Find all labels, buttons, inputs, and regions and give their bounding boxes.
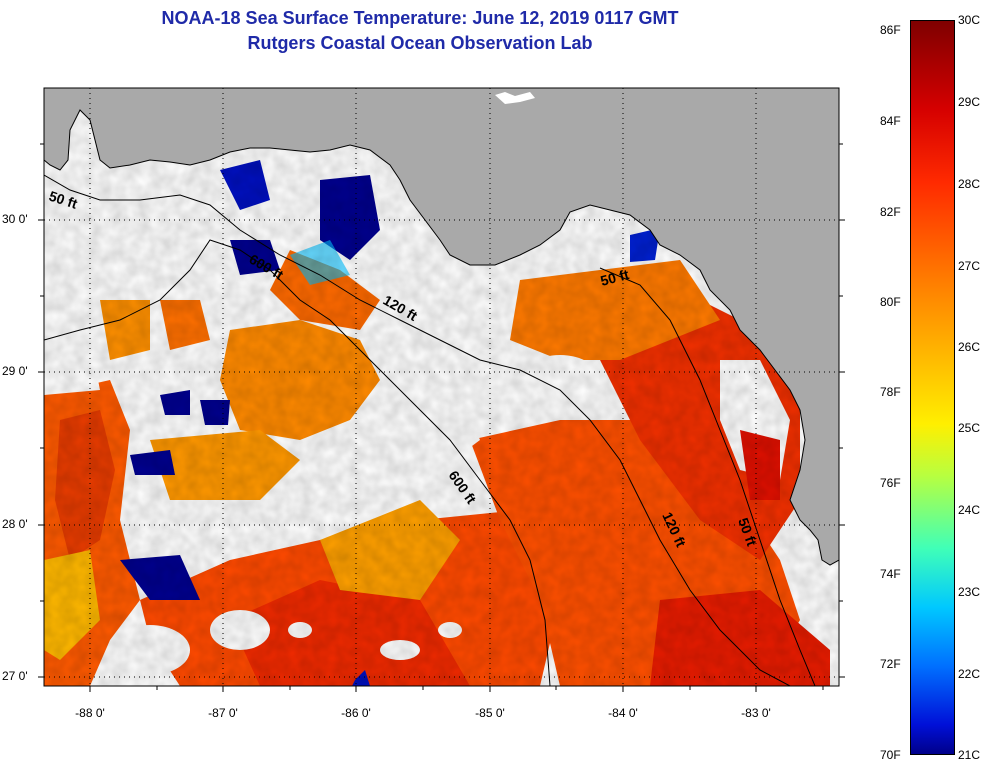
colorbar-c-25: 25C bbox=[958, 421, 981, 435]
plot-frame bbox=[43, 87, 840, 687]
colorbar-f-86: 86F bbox=[880, 23, 901, 37]
colorbar-c-23: 23C bbox=[958, 585, 981, 599]
colorbar-c-22: 22C bbox=[958, 667, 981, 681]
lon-label-87: -87 0' bbox=[208, 706, 238, 720]
lake bbox=[495, 92, 535, 104]
colorbar-f-78: 78F bbox=[880, 385, 901, 399]
colorbar-f-74: 74F bbox=[880, 567, 901, 581]
colorbar-f-76: 76F bbox=[880, 476, 901, 490]
lon-label-85: -85 0' bbox=[475, 706, 505, 720]
colorbar-c-24: 24C bbox=[958, 503, 981, 517]
colorbar-c-28: 28C bbox=[958, 177, 981, 191]
lon-label-83: -83 0' bbox=[741, 706, 771, 720]
colorbar-f-84: 84F bbox=[880, 114, 901, 128]
depth-contours bbox=[44, 174, 816, 686]
lon-label-88: -88 0' bbox=[75, 706, 105, 720]
colorbar-f-80: 80F bbox=[880, 295, 901, 309]
lat-label-28: 28 0' bbox=[2, 517, 28, 531]
map-subtitle: Rutgers Coastal Ocean Observation Lab bbox=[247, 33, 593, 53]
colorbar-f-82: 82F bbox=[880, 205, 901, 219]
colorbar-c-26: 26C bbox=[958, 340, 981, 354]
colorbar-c-21: 21C bbox=[958, 748, 981, 762]
lon-label-86: -86 0' bbox=[341, 706, 371, 720]
lat-label-27: 27 0' bbox=[2, 669, 28, 683]
land-mass bbox=[44, 88, 839, 566]
colorbar-f-72: 72F bbox=[880, 657, 901, 671]
lon-label-84: -84 0' bbox=[608, 706, 638, 720]
colorbar-c-30: 30C bbox=[958, 13, 981, 27]
lat-label-29: 29 0' bbox=[2, 364, 28, 378]
temperature-colorbar bbox=[910, 20, 955, 755]
axis-ticks bbox=[38, 143, 845, 692]
colorbar-f-70: 70F bbox=[880, 748, 901, 762]
colorbar-c-29: 29C bbox=[958, 95, 981, 109]
colorbar-c-27: 27C bbox=[958, 259, 981, 273]
map-title: NOAA-18 Sea Surface Temperature: June 12… bbox=[161, 8, 679, 28]
lat-label-30: 30 0' bbox=[2, 212, 28, 226]
